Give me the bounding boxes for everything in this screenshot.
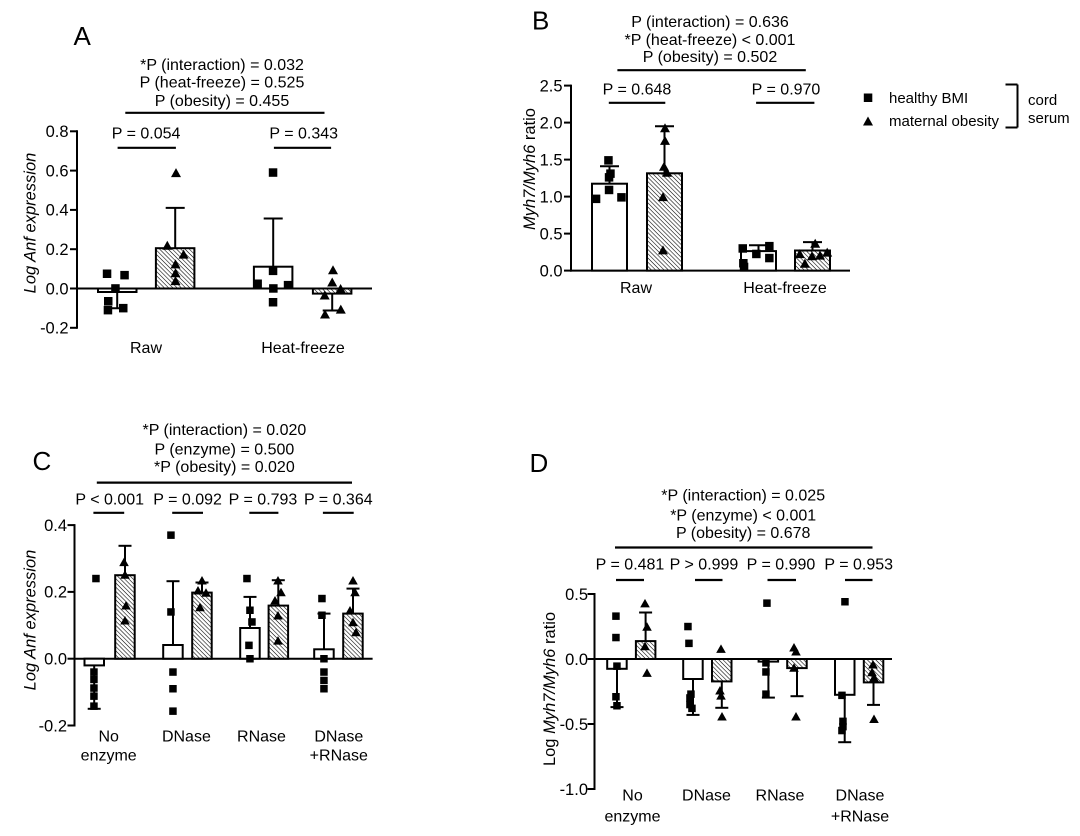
svg-text:P = 0.054: P = 0.054: [112, 126, 181, 143]
svg-text:cord: cord: [1028, 92, 1057, 109]
svg-text:0.8: 0.8: [46, 123, 69, 141]
svg-text:*P (heat-freeze) < 0.001: *P (heat-freeze) < 0.001: [625, 32, 796, 49]
svg-text:-1.0: -1.0: [560, 781, 588, 799]
svg-text:P (interaction) = 0.636: P (interaction) = 0.636: [631, 14, 789, 31]
svg-text:Raw: Raw: [620, 280, 652, 297]
svg-text:Log Anf expression: Log Anf expression: [22, 550, 40, 691]
svg-text:P = 0.648: P = 0.648: [603, 82, 672, 99]
svg-text:P = 0.990: P = 0.990: [747, 557, 816, 574]
svg-text:No: No: [98, 729, 119, 746]
svg-text:Raw: Raw: [130, 340, 162, 357]
svg-text:Heat-freeze: Heat-freeze: [261, 340, 345, 357]
svg-text:RNase: RNase: [237, 729, 286, 746]
svg-text:P = 0.364: P = 0.364: [304, 492, 373, 509]
svg-text:P = 0.793: P = 0.793: [229, 492, 298, 509]
svg-text:P < 0.001: P < 0.001: [75, 492, 144, 509]
svg-text:P (enzyme) = 0.500: P (enzyme) = 0.500: [155, 441, 295, 458]
svg-text:2.5: 2.5: [540, 77, 563, 95]
svg-text:P (obesity) = 0.455: P (obesity) = 0.455: [155, 93, 290, 110]
svg-text:enzyme: enzyme: [604, 809, 660, 826]
svg-text:P > 0.999: P > 0.999: [670, 557, 739, 574]
svg-text:0.4: 0.4: [44, 517, 67, 535]
svg-text:healthy BMI: healthy BMI: [889, 90, 968, 107]
svg-text:0.4: 0.4: [46, 202, 69, 220]
svg-text:P (heat-freeze) = 0.525: P (heat-freeze) = 0.525: [140, 75, 305, 92]
svg-text:*P (enzyme) < 0.001: *P (enzyme) < 0.001: [670, 508, 816, 525]
svg-text:Myh7/Myh6 ratio: Myh7/Myh6 ratio: [521, 108, 539, 230]
svg-text:Log Myh7/Myh6 ratio: Log Myh7/Myh6 ratio: [541, 612, 559, 766]
svg-text:-0.2: -0.2: [39, 717, 67, 735]
svg-text:-0.5: -0.5: [560, 716, 588, 734]
svg-text:-0.2: -0.2: [40, 320, 68, 338]
svg-text:DNase: DNase: [162, 729, 211, 746]
svg-text:0.5: 0.5: [540, 225, 563, 243]
svg-text:+RNase: +RNase: [831, 809, 889, 826]
svg-text:Heat-freeze: Heat-freeze: [743, 280, 827, 297]
svg-text:2.0: 2.0: [540, 114, 563, 132]
svg-text:D: D: [530, 448, 549, 478]
svg-text:1.0: 1.0: [540, 188, 563, 206]
svg-text:+RNase: +RNase: [310, 747, 368, 764]
svg-text:0.6: 0.6: [46, 162, 69, 180]
svg-text:enzyme: enzyme: [81, 747, 137, 764]
svg-text:P = 0.953: P = 0.953: [824, 557, 893, 574]
svg-text:RNase: RNase: [756, 788, 805, 805]
svg-text:maternal obesity: maternal obesity: [889, 113, 1000, 130]
svg-text:serum: serum: [1028, 110, 1070, 127]
svg-text:DNase: DNase: [314, 729, 363, 746]
svg-text:0.0: 0.0: [46, 280, 69, 298]
svg-text:0.0: 0.0: [565, 651, 588, 669]
svg-text:C: C: [33, 446, 52, 476]
svg-text:*P (interaction) = 0.025: *P (interaction) = 0.025: [661, 488, 825, 505]
svg-text:*P (obesity) = 0.020: *P (obesity) = 0.020: [154, 459, 295, 476]
svg-text:P = 0.481: P = 0.481: [596, 557, 665, 574]
svg-text:0.5: 0.5: [565, 586, 588, 604]
svg-text:B: B: [532, 6, 549, 36]
svg-text:DNase: DNase: [682, 788, 731, 805]
svg-text:1.5: 1.5: [540, 151, 563, 169]
svg-text:Log Anf expression: Log Anf expression: [22, 153, 40, 294]
svg-text:*P (interaction) = 0.032: *P (interaction) = 0.032: [140, 57, 304, 74]
svg-text:No: No: [622, 788, 643, 805]
svg-text:0.0: 0.0: [540, 262, 563, 280]
svg-text:P (obesity) = 0.678: P (obesity) = 0.678: [676, 525, 811, 542]
svg-text:0.2: 0.2: [44, 584, 67, 602]
svg-text:P = 0.343: P = 0.343: [269, 126, 338, 143]
svg-text:P (obesity) = 0.502: P (obesity) = 0.502: [643, 49, 778, 66]
svg-text:P = 0.970: P = 0.970: [752, 82, 821, 99]
svg-text:0.2: 0.2: [46, 241, 69, 259]
svg-text:DNase: DNase: [836, 788, 885, 805]
svg-text:0.0: 0.0: [44, 651, 67, 669]
svg-text:*P (interaction) = 0.020: *P (interaction) = 0.020: [142, 422, 306, 439]
svg-text:A: A: [74, 21, 92, 51]
svg-text:P = 0.092: P = 0.092: [153, 492, 222, 509]
